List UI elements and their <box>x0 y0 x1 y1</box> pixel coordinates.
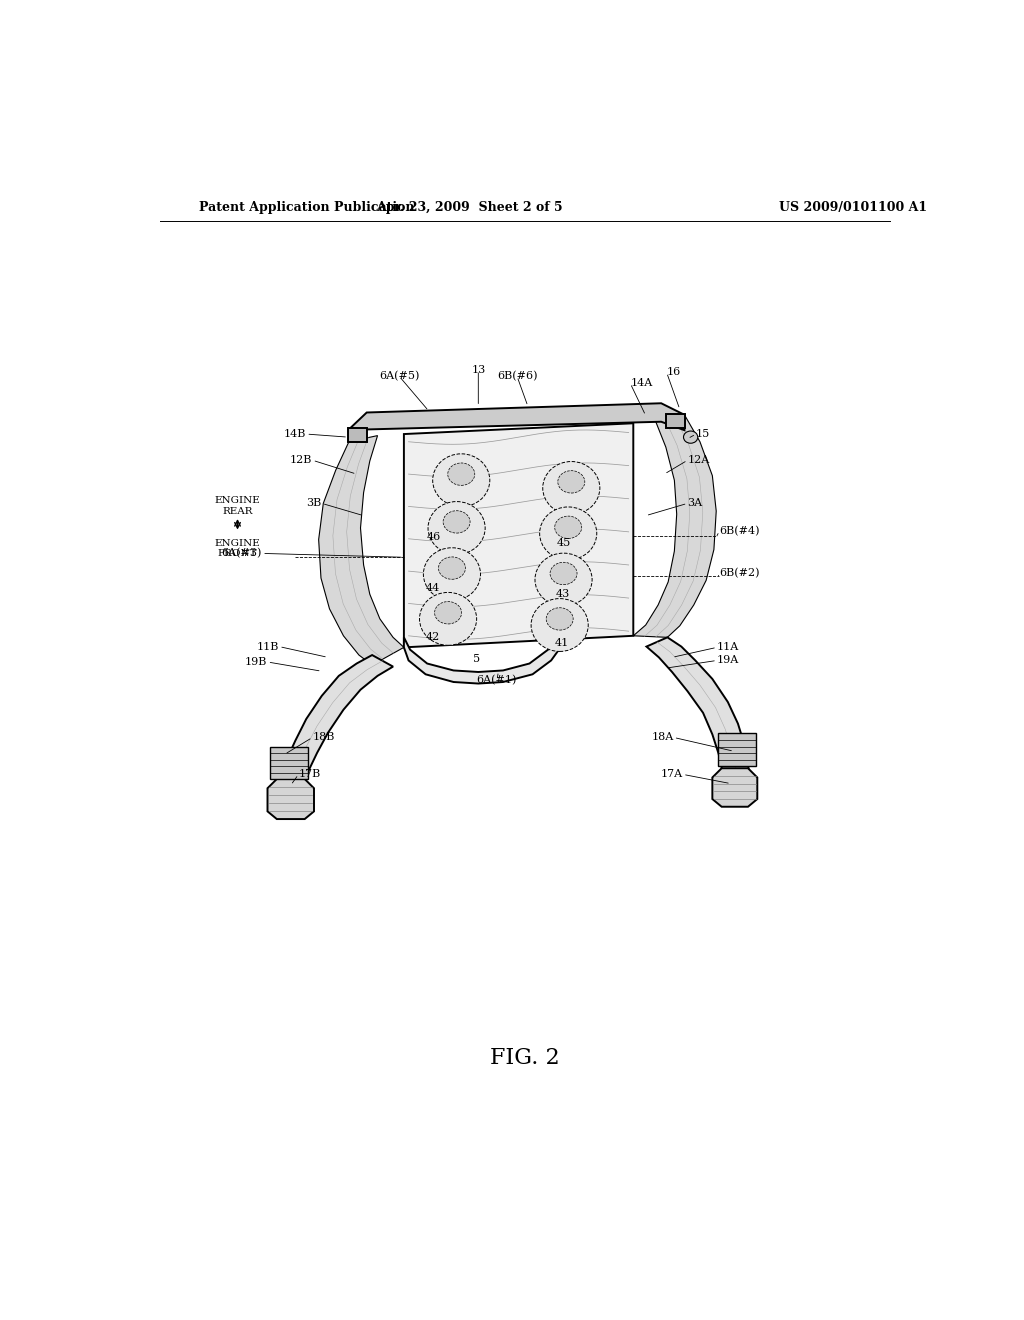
Text: 13: 13 <box>471 366 485 375</box>
Text: 14B: 14B <box>284 429 306 440</box>
Ellipse shape <box>443 511 470 533</box>
Text: 12B: 12B <box>290 455 312 465</box>
Text: 5: 5 <box>473 653 480 664</box>
Ellipse shape <box>433 454 489 507</box>
Text: 6A(#5): 6A(#5) <box>379 371 420 381</box>
Text: 18A: 18A <box>651 733 674 742</box>
Text: 14A: 14A <box>630 379 652 388</box>
Polygon shape <box>713 768 758 807</box>
Text: 6B(#6): 6B(#6) <box>497 371 538 381</box>
Ellipse shape <box>535 553 592 606</box>
Text: 17B: 17B <box>299 770 321 779</box>
Text: 6A(#1): 6A(#1) <box>477 676 517 685</box>
Text: 3A: 3A <box>687 499 702 508</box>
Polygon shape <box>267 779 314 818</box>
Text: 12A: 12A <box>687 455 710 465</box>
Text: 41: 41 <box>555 639 569 648</box>
Ellipse shape <box>543 462 600 515</box>
Ellipse shape <box>420 593 476 645</box>
Polygon shape <box>646 638 750 789</box>
Bar <box>270 747 308 779</box>
Text: 44: 44 <box>425 583 439 593</box>
Polygon shape <box>318 436 403 665</box>
Polygon shape <box>403 424 633 647</box>
Text: FIG. 2: FIG. 2 <box>490 1047 559 1069</box>
Polygon shape <box>403 638 559 684</box>
Ellipse shape <box>683 432 697 444</box>
FancyBboxPatch shape <box>348 428 368 442</box>
Text: 6B(#2): 6B(#2) <box>719 568 760 578</box>
Ellipse shape <box>428 502 485 554</box>
Text: 16: 16 <box>667 367 681 378</box>
Ellipse shape <box>540 507 597 560</box>
Ellipse shape <box>555 516 582 539</box>
Text: 6A(#3): 6A(#3) <box>222 548 262 558</box>
Ellipse shape <box>447 463 475 486</box>
Text: 46: 46 <box>427 532 441 543</box>
Ellipse shape <box>423 548 480 601</box>
Text: 43: 43 <box>556 589 570 599</box>
Bar <box>718 734 756 766</box>
Text: US 2009/0101100 A1: US 2009/0101100 A1 <box>778 201 927 214</box>
Text: 42: 42 <box>425 632 439 643</box>
Ellipse shape <box>550 562 578 585</box>
Text: Apr. 23, 2009  Sheet 2 of 5: Apr. 23, 2009 Sheet 2 of 5 <box>376 201 562 214</box>
Text: 18B: 18B <box>312 733 335 742</box>
Text: 11B: 11B <box>257 642 280 652</box>
Text: 3B: 3B <box>306 499 322 508</box>
Polygon shape <box>633 414 716 638</box>
Text: 19B: 19B <box>245 657 267 667</box>
Ellipse shape <box>438 557 466 579</box>
Text: 45: 45 <box>556 539 570 548</box>
Polygon shape <box>280 655 393 796</box>
Text: 17A: 17A <box>660 770 683 779</box>
Polygon shape <box>349 404 684 442</box>
Text: 19A: 19A <box>717 656 739 665</box>
Text: 15: 15 <box>696 429 711 440</box>
Ellipse shape <box>546 607 573 630</box>
Ellipse shape <box>531 598 588 652</box>
Text: ENGINE
FRONT: ENGINE FRONT <box>215 539 260 558</box>
Text: 11A: 11A <box>717 643 739 652</box>
Ellipse shape <box>434 602 462 624</box>
Text: Patent Application Publication: Patent Application Publication <box>200 201 415 214</box>
FancyBboxPatch shape <box>666 413 685 428</box>
Text: ENGINE
REAR: ENGINE REAR <box>215 496 260 516</box>
Text: 6B(#4): 6B(#4) <box>719 525 760 536</box>
Ellipse shape <box>558 471 585 494</box>
